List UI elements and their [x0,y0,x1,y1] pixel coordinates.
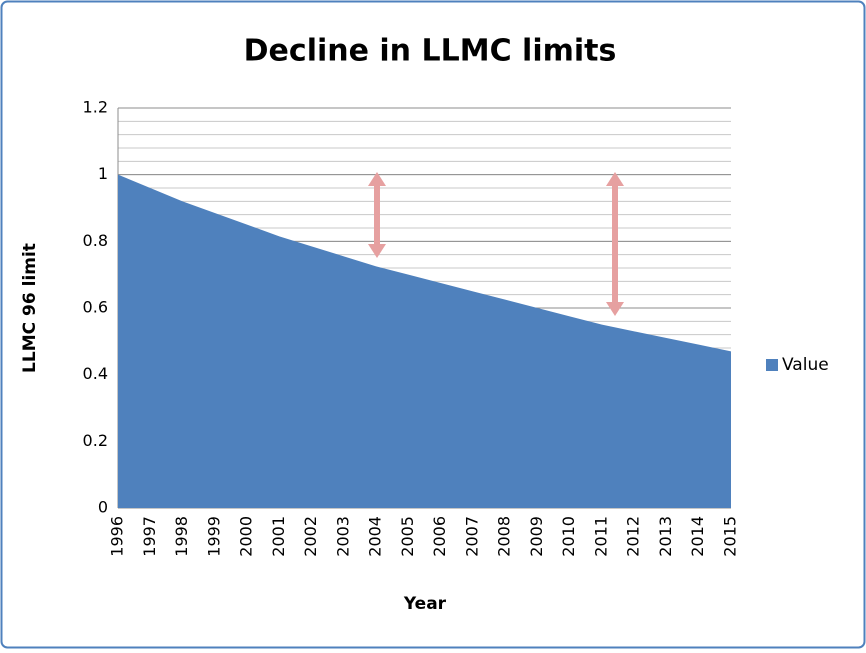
y-tick-label: 0.6 [83,298,108,317]
chart-title: Decline in LLMC limits [244,34,617,69]
arrow-head [606,172,624,186]
y-tick-label: 0.4 [83,364,108,383]
area [118,174,731,508]
arrow-head [606,302,624,316]
legend-label: Value [782,355,829,375]
y-axis-label: LLMC 96 limit [20,243,40,373]
x-tick-label: 1998 [172,516,191,557]
y-tick-label: 0 [98,498,108,517]
x-tick-label: 2004 [366,516,385,557]
annotation-arrows [368,172,624,316]
x-tick-label: 2007 [462,516,481,557]
x-tick-label: 2002 [301,516,320,557]
x-tick-label: 2010 [559,516,578,557]
x-axis-label: Year [403,594,447,614]
y-tick-label: 0.8 [83,231,108,250]
x-tick-label: 2014 [688,516,707,557]
x-tick-label: 2013 [656,516,675,557]
x-tick-label: 2011 [591,516,610,557]
x-tick-label: 2009 [527,516,546,557]
legend-swatch [766,359,778,371]
plot-area: 0 0.2 0.4 0.6 0.8 1 1.2 1996 1997 1998 1999 2000 200… [83,98,829,557]
x-tick-label: 1999 [204,516,223,557]
arrow-shaft [612,182,618,306]
arrow-shaft [374,182,380,248]
x-tick-label: 2003 [333,516,352,557]
x-tick-label: 1997 [140,516,159,557]
y-tick-label: 1.2 [83,98,108,117]
x-tick-label: 2006 [430,516,449,557]
x-tick-label: 2005 [398,516,417,557]
y-tick-label: 0.2 [83,431,108,450]
arrow-head [368,172,386,186]
x-tick-label: 1996 [108,516,127,557]
arrow-head [368,244,386,258]
x-tick-label: 2000 [237,516,256,557]
x-tick-label: 2001 [269,516,288,557]
x-tick-label: 2015 [721,516,740,557]
x-tick-label: 2012 [624,516,643,557]
x-tick-label: 2008 [495,516,514,557]
y-tick-label: 1 [98,164,108,183]
